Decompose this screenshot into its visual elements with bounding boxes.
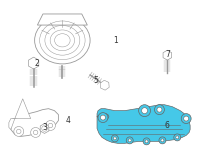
Circle shape xyxy=(184,116,189,121)
Circle shape xyxy=(142,108,148,114)
Polygon shape xyxy=(97,105,190,143)
Circle shape xyxy=(176,136,179,139)
Circle shape xyxy=(154,105,164,115)
Polygon shape xyxy=(9,119,15,130)
Circle shape xyxy=(17,129,21,134)
Circle shape xyxy=(14,127,24,136)
Text: 4: 4 xyxy=(66,116,71,125)
Circle shape xyxy=(139,105,151,117)
Circle shape xyxy=(181,114,191,123)
Circle shape xyxy=(42,126,47,131)
Text: 5: 5 xyxy=(94,76,98,85)
Polygon shape xyxy=(28,57,39,69)
Circle shape xyxy=(159,137,166,144)
Circle shape xyxy=(111,135,118,142)
Circle shape xyxy=(48,123,53,128)
Polygon shape xyxy=(100,80,109,90)
Text: 7: 7 xyxy=(165,50,170,59)
Polygon shape xyxy=(15,99,31,119)
Polygon shape xyxy=(11,109,58,136)
Circle shape xyxy=(46,121,55,130)
Circle shape xyxy=(98,113,108,123)
Circle shape xyxy=(31,127,41,137)
Circle shape xyxy=(128,139,131,142)
Circle shape xyxy=(143,138,150,145)
Circle shape xyxy=(161,139,164,142)
Circle shape xyxy=(100,115,105,120)
Ellipse shape xyxy=(35,17,90,64)
Text: 1: 1 xyxy=(113,36,118,45)
Text: 2: 2 xyxy=(34,59,39,68)
Circle shape xyxy=(126,137,133,144)
Polygon shape xyxy=(37,14,87,25)
Circle shape xyxy=(113,137,116,140)
Polygon shape xyxy=(163,50,172,60)
Polygon shape xyxy=(40,123,49,133)
Circle shape xyxy=(157,107,162,112)
Circle shape xyxy=(174,134,181,141)
Text: 3: 3 xyxy=(42,123,47,132)
Circle shape xyxy=(145,140,148,143)
Text: 6: 6 xyxy=(165,121,170,130)
Circle shape xyxy=(33,130,38,135)
